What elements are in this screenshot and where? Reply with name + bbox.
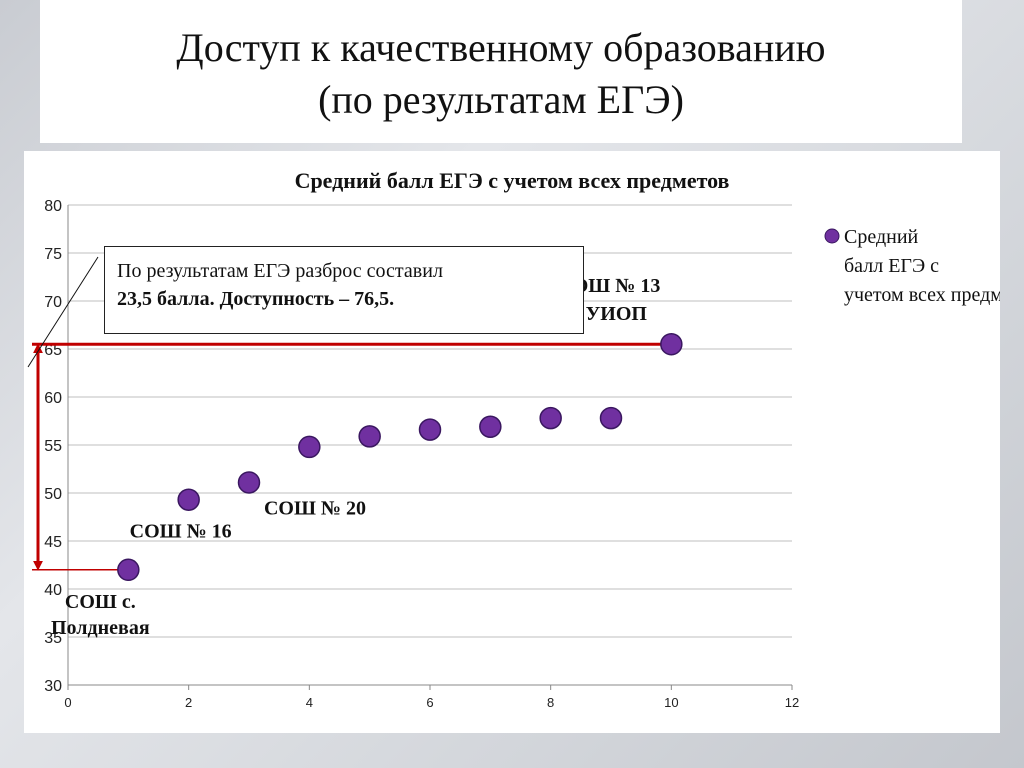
data-point-7 [479, 415, 502, 439]
data-point-1 [117, 558, 140, 582]
legend-label: Средний балл ЕГЭ с учетом всех предметов [844, 226, 1000, 306]
chart-panel: Средний балл ЕГЭ с учетом всех предметов… [24, 151, 1000, 733]
slide-title-line-2: (по результатам ЕГЭ) [318, 77, 684, 122]
x-tick-label-0: 0 [64, 695, 71, 710]
data-point-2 [177, 488, 200, 511]
y-tick-label-80: 80 [44, 198, 62, 215]
slide-title-line-1: Доступ к качественному образованию [176, 25, 826, 70]
data-point-4 [298, 435, 321, 459]
y-tick-label-35: 35 [44, 630, 62, 647]
axis-layer: 30 35 40 45 50 55 60 65 70 75 80 0 2 4 6 8 10 12 [44, 198, 799, 710]
legend-label-line-2: балл ЕГЭ с [844, 255, 939, 277]
x-tick-label-10: 10 [664, 695, 678, 710]
annotation-line-2: 23,5 балла. Доступность – 76,5. [117, 288, 395, 310]
data-points-layer [117, 332, 683, 582]
legend-label-line-1: Средний [844, 226, 919, 248]
range-arrow-layer [27, 256, 672, 571]
x-tick-label-6: 6 [426, 695, 433, 710]
annotation-line-1: По результатам ЕГЭ разброс составил [117, 260, 443, 282]
legend-marker [824, 228, 840, 244]
y-tick-label-75: 75 [44, 246, 62, 263]
y-tick-label-70: 70 [44, 294, 62, 311]
y-tick-label-60: 60 [44, 390, 62, 407]
point-label-1-line-1: СОШ с. [65, 591, 136, 613]
y-tick-label-50: 50 [44, 486, 62, 503]
data-point-9 [599, 406, 623, 430]
y-tick-label-45: 45 [44, 534, 62, 551]
chart-title: Средний балл ЕГЭ с учетом всех предметов [295, 168, 730, 193]
data-point-8 [539, 406, 562, 430]
x-tick-label-8: 8 [547, 695, 554, 710]
y-tick-label-40: 40 [44, 582, 62, 599]
y-tick-label-55: 55 [44, 438, 62, 455]
data-point-6 [418, 418, 442, 441]
point-label-3: СОШ № 20 [264, 497, 366, 519]
title-panel: Доступ к качественному образованию (по р… [40, 0, 962, 143]
legend-label-line-3: учетом всех предметов [844, 284, 1000, 306]
slide-title: Доступ к качественному образованию (по р… [40, 0, 962, 126]
data-point-5 [358, 425, 381, 448]
x-tick-label-12: 12 [785, 695, 799, 710]
annotation-pointer-line [27, 256, 99, 368]
point-label-4-line-2: с УИОП [572, 303, 648, 325]
annotation-box: По результатам ЕГЭ разброс составил 23,5… [104, 246, 584, 334]
point-label-1: СОШ с. Полдневая [51, 591, 150, 639]
point-label-2: СОШ № 16 [130, 521, 232, 543]
point-label-3-line-1: СОШ № 20 [264, 497, 366, 519]
data-point-3 [237, 471, 261, 494]
scatter-chart: Средний балл ЕГЭ с учетом всех предметов… [27, 168, 1000, 710]
data-point-10 [660, 332, 683, 356]
point-label-1-line-2: Полдневая [51, 617, 150, 639]
point-label-2-line-1: СОШ № 16 [130, 521, 232, 543]
x-tick-label-4: 4 [306, 695, 313, 710]
legend: Средний балл ЕГЭ с учетом всех предметов [824, 226, 1000, 306]
x-tick-label-2: 2 [185, 695, 192, 710]
y-tick-label-30: 30 [44, 678, 62, 695]
y-tick-label-65: 65 [44, 342, 62, 359]
